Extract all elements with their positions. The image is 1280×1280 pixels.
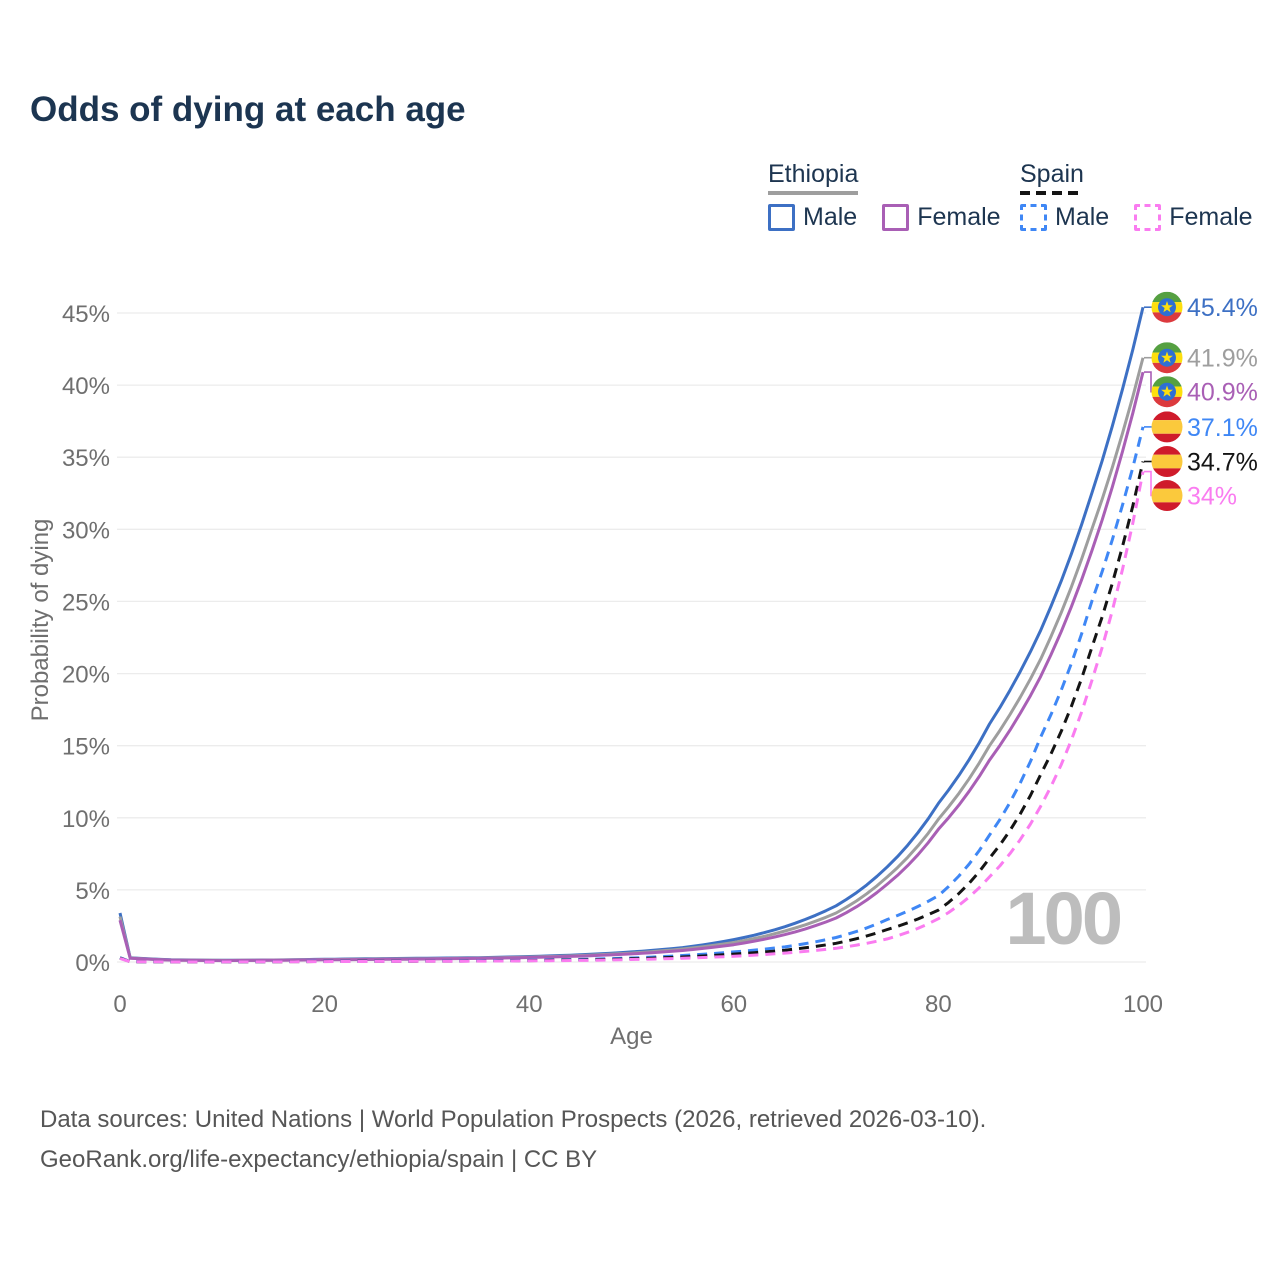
footer: Data sources: United Nations | World Pop… bbox=[40, 1100, 986, 1180]
age-watermark: 100 bbox=[1006, 877, 1121, 960]
y-tick-label: 5% bbox=[75, 878, 110, 905]
spain-dashed-underline bbox=[1020, 191, 1084, 195]
y-tick-label: 35% bbox=[62, 445, 110, 472]
x-tick-label: 100 bbox=[1123, 991, 1163, 1018]
legend-label-spain-male: Male bbox=[1055, 203, 1110, 231]
x-tick-label: 60 bbox=[720, 991, 747, 1018]
x-tick-label: 0 bbox=[113, 991, 126, 1018]
y-tick-label: 10% bbox=[62, 806, 110, 833]
end-label-ethiopia-female[interactable]: 40.9% bbox=[1187, 379, 1258, 407]
series-line-spain-both-sexes[interactable] bbox=[119, 461, 1145, 964]
x-tick-label: 80 bbox=[925, 991, 952, 1018]
footer-sources: Data sources: United Nations | World Pop… bbox=[40, 1106, 987, 1133]
page-title: Odds of dying at each age bbox=[30, 90, 466, 129]
y-tick-label: 15% bbox=[62, 734, 110, 761]
legend-label-ethiopia-male: Male bbox=[803, 203, 858, 231]
legend-header-spain[interactable]: Spain bbox=[1020, 160, 1084, 195]
end-label-spain-both-sexes[interactable]: 34.7% bbox=[1187, 449, 1258, 477]
flag-spain-icon bbox=[1151, 411, 1183, 443]
flag-ethiopia-icon bbox=[1151, 342, 1183, 374]
legend-label-spain-female: Female bbox=[1169, 203, 1253, 231]
legend-label-ethiopia-female: Female bbox=[917, 203, 1001, 231]
y-tick-label: 30% bbox=[62, 517, 110, 544]
flag-ethiopia-icon bbox=[1151, 376, 1183, 408]
y-tick-label: 0% bbox=[75, 950, 110, 977]
legend-header-ethiopia-label: Ethiopia bbox=[768, 160, 859, 188]
legend-group-ethiopia: Ethiopia Male Female bbox=[768, 160, 1001, 232]
series-line-ethiopia-male[interactable] bbox=[118, 306, 1145, 962]
end-label-ethiopia-male[interactable]: 45.4% bbox=[1187, 294, 1258, 322]
ethiopia-solid-underline bbox=[768, 191, 859, 195]
footer-attribution: GeoRank.org/life-expectancy/ethiopia/spa… bbox=[40, 1146, 598, 1173]
legend-item-ethiopia-male[interactable]: Male bbox=[768, 203, 857, 232]
checkbox-ethiopia-male-icon[interactable] bbox=[768, 204, 795, 231]
legend-items-ethiopia: Male Female bbox=[768, 203, 1001, 232]
legend-items-spain: Male Female bbox=[1020, 203, 1253, 232]
legend-item-spain-male[interactable]: Male bbox=[1020, 203, 1109, 232]
line-chart: 0% 5% 10% 15% 20% 25% 30% 35% 40% 45% 0 20 40 60 80 100… bbox=[27, 291, 1258, 1050]
end-label-spain-male[interactable]: 37.1% bbox=[1187, 414, 1258, 442]
x-tick-label: 20 bbox=[311, 991, 338, 1018]
y-tick-label: 20% bbox=[62, 662, 110, 689]
legend-group-spain: Spain Male Female bbox=[1020, 160, 1253, 232]
checkbox-spain-male-icon[interactable] bbox=[1020, 204, 1047, 231]
checkbox-spain-female-icon[interactable] bbox=[1134, 204, 1162, 231]
legend-item-ethiopia-female[interactable]: Female bbox=[882, 203, 1001, 232]
series-line-spain-female[interactable] bbox=[119, 471, 1145, 964]
chart-area: 0% 5% 10% 15% 20% 25% 30% 35% 40% 45% 0 20 40 60 80 100… bbox=[0, 270, 1280, 1070]
x-axis-label: Age bbox=[610, 1023, 653, 1050]
series-line-spain-male[interactable] bbox=[119, 426, 1145, 964]
y-tick-label: 45% bbox=[62, 301, 110, 328]
end-label-spain-female[interactable]: 34% bbox=[1187, 483, 1237, 511]
flag-spain-icon bbox=[1151, 480, 1183, 512]
checkbox-ethiopia-female-icon[interactable] bbox=[882, 204, 910, 231]
flag-ethiopia-icon bbox=[1151, 291, 1183, 323]
y-tick-label: 25% bbox=[62, 589, 110, 616]
end-label-ethiopia-both-sexes[interactable]: 41.9% bbox=[1187, 345, 1258, 373]
series-line-ethiopia-female[interactable] bbox=[118, 371, 1145, 963]
series-line-ethiopia-both-sexes[interactable] bbox=[118, 357, 1145, 962]
x-tick-label: 40 bbox=[516, 991, 543, 1018]
y-tick-label: 40% bbox=[62, 373, 110, 400]
y-axis-label: Probability of dying bbox=[27, 519, 54, 722]
legend-header-spain-label: Spain bbox=[1020, 160, 1084, 188]
legend-item-spain-female[interactable]: Female bbox=[1134, 203, 1253, 232]
legend-header-ethiopia[interactable]: Ethiopia bbox=[768, 160, 859, 195]
flag-spain-icon bbox=[1151, 446, 1183, 478]
